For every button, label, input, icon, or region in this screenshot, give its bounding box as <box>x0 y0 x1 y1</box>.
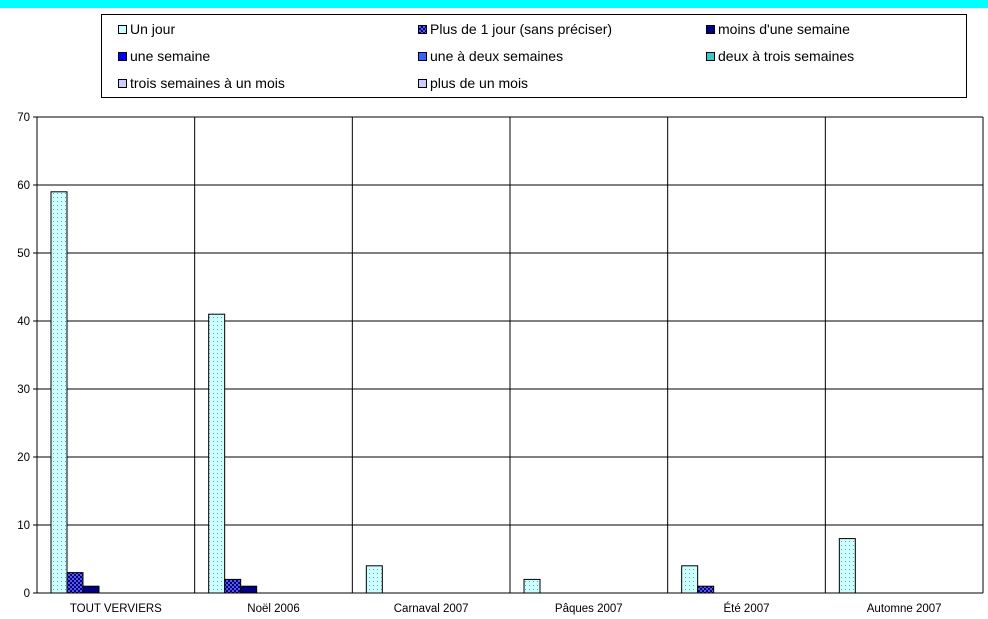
legend-label-3: une semaine <box>130 48 211 64</box>
bar-2-0 <box>82 585 100 594</box>
x-tick-label-2: Carnaval 2007 <box>394 603 469 615</box>
legend-swatch-5 <box>706 51 715 61</box>
legend-swatch-7 <box>418 78 427 88</box>
legend-swatch-3 <box>118 51 127 61</box>
x-tick-label-4: Été 2007 <box>723 602 769 615</box>
legend-label-6: trois semaines à un mois <box>130 75 285 91</box>
legend-label-7: plus de un mois <box>430 75 529 91</box>
y-tick-label-3: 30 <box>17 384 30 396</box>
legend-label-4: une à deux semaines <box>430 48 564 64</box>
x-tick-label-1: Noël 2006 <box>247 603 299 615</box>
legend-item-7: plus de un mois <box>418 75 528 91</box>
bar-0-5 <box>838 538 856 594</box>
x-tick-label-3: Pâques 2007 <box>555 603 623 615</box>
y-tick-label-6: 60 <box>17 180 30 192</box>
legend-item-5: deux à trois semaines <box>706 48 854 64</box>
y-tick-label-0: 0 <box>24 588 30 600</box>
legend-label-2: moins d'une semaine <box>718 21 850 37</box>
legend-swatch-1 <box>418 24 427 34</box>
legend-swatch-6 <box>118 78 127 88</box>
bar-0-2 <box>365 565 383 594</box>
y-tick-label-5: 50 <box>17 248 30 260</box>
legend-swatch-2 <box>706 24 715 34</box>
legend-item-4: une à deux semaines <box>418 48 563 64</box>
x-tick-label-0: TOUT VERVIERS <box>70 603 162 615</box>
chart-legend: Un jour Plus de 1 jour (sans préciser) m… <box>101 14 967 98</box>
bar-1-1 <box>224 578 242 594</box>
legend-item-0: Un jour <box>118 21 175 37</box>
bar-0-0 <box>50 191 68 594</box>
legend-item-1: Plus de 1 jour (sans préciser) <box>418 21 612 37</box>
bar-1-4 <box>697 585 715 594</box>
legend-item-6: trois semaines à un mois <box>118 75 285 91</box>
y-tick-label-4: 40 <box>17 316 30 328</box>
bar-2-1 <box>240 585 258 594</box>
bar-0-3 <box>523 578 541 594</box>
y-tick-label-2: 20 <box>17 452 30 464</box>
legend-item-3: une semaine <box>118 48 210 64</box>
top-color-band <box>0 0 988 8</box>
legend-swatch-4 <box>418 51 427 61</box>
y-tick-label-7: 70 <box>17 112 30 124</box>
x-tick-label-5: Automne 2007 <box>867 603 942 615</box>
legend-label-1: Plus de 1 jour (sans préciser) <box>430 21 613 37</box>
legend-item-2: moins d'une semaine <box>706 21 850 37</box>
legend-label-5: deux à trois semaines <box>718 48 855 64</box>
bar-1-0 <box>66 572 84 594</box>
bar-0-4 <box>681 565 699 594</box>
y-tick-label-1: 10 <box>17 520 30 532</box>
bar-0-1 <box>208 313 226 594</box>
legend-label-0: Un jour <box>130 21 176 37</box>
legend-swatch-0 <box>118 24 127 34</box>
